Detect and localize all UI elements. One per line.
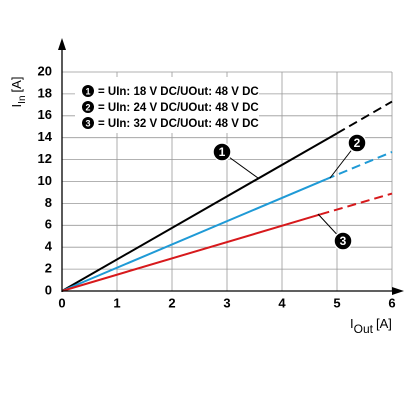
y-label: IIn [A] (9, 77, 27, 108)
x-tick-label: 4 (278, 295, 286, 310)
x-tick-label: 2 (168, 295, 175, 310)
x-tick-label: 5 (333, 295, 340, 310)
y-tick-label: 16 (38, 107, 52, 122)
callout-circle (212, 142, 232, 162)
y-tick-label: 10 (38, 173, 52, 188)
callout-circle (347, 133, 367, 153)
legend-label: = UIn: 18 V DC/UOut: 48 V DC (98, 86, 259, 98)
y-label-unit: [A] (9, 77, 24, 93)
y-arrow (58, 38, 66, 50)
x-label: IOut [A] (350, 316, 392, 336)
legend-number: 3 (85, 118, 90, 128)
series-line (61, 132, 338, 292)
legend-box (75, 77, 259, 133)
y-tick-label: 14 (38, 129, 53, 144)
legend-marker (82, 117, 94, 129)
legend-number: 2 (85, 102, 90, 112)
x-tick-label: 1 (113, 295, 120, 310)
callout-number: 2 (354, 136, 361, 150)
legend: 1 = UIn: 18 V DC/UOut: 48 V DC 2 = UIn: 24 … (82, 85, 259, 130)
callout-number: 1 (219, 145, 226, 159)
x-tick-label: 6 (388, 295, 395, 310)
lines (61, 100, 393, 292)
callout-circle (333, 231, 353, 251)
x-tick-label: 0 (58, 295, 65, 310)
y-label-sub: In (17, 95, 28, 103)
x-label-main: I (350, 316, 354, 331)
legend-label: = UIn: 32 V DC/UOut: 48 V DC (98, 118, 259, 130)
x-label-sub: Out (354, 322, 374, 336)
x-tick-label: 3 (223, 295, 230, 310)
y-tick-label: 4 (45, 239, 53, 254)
y-tick-label: 12 (38, 151, 52, 166)
callouts: 1 2 3 (212, 133, 367, 251)
y-tick-label: 18 (38, 85, 52, 100)
y-label-main: I (9, 104, 24, 108)
series-line-dashed (320, 192, 393, 216)
y-tick-label: 20 (38, 63, 52, 78)
y-tick-label: 8 (45, 195, 52, 210)
series-line (61, 213, 321, 292)
series-line-dashed (325, 151, 393, 181)
legend-marker (82, 101, 94, 113)
legend-marker (82, 85, 94, 97)
y-tick-label: 0 (45, 282, 52, 297)
legend-number: 1 (85, 86, 90, 96)
series-line-dashed (336, 100, 393, 135)
x-arrow (392, 287, 404, 295)
callout-number: 3 (340, 234, 347, 248)
y-tick-label: 6 (45, 217, 52, 232)
x-label-unit: [A] (376, 316, 392, 331)
series-line (61, 178, 327, 292)
legend-label: = UIn: 24 V DC/UOut: 48 V DC (98, 102, 259, 114)
y-tick-label: 2 (45, 261, 52, 276)
